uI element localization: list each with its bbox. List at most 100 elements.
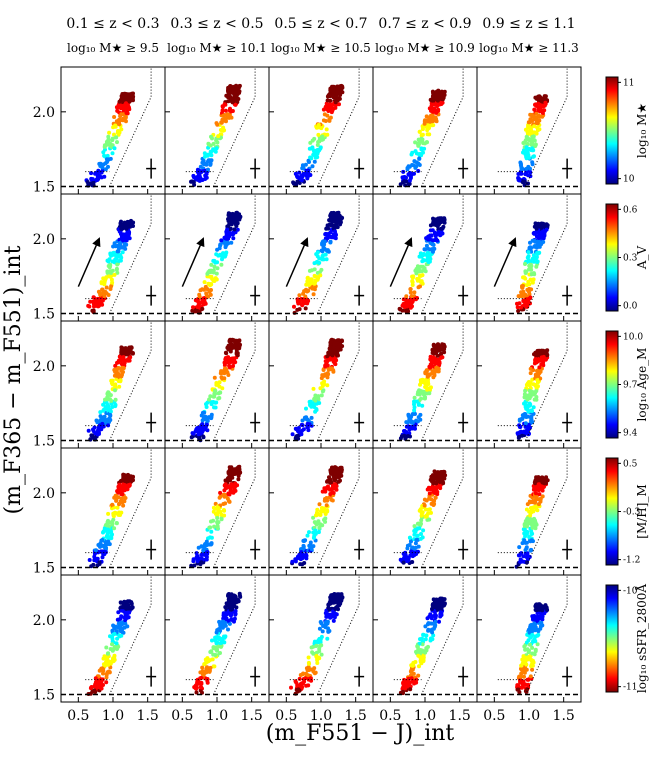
scatter-point [201, 548, 206, 553]
scatter-point [208, 658, 212, 663]
scatter-point [311, 402, 316, 407]
scatter-point [103, 167, 108, 172]
scatter-point [529, 414, 534, 419]
scatter-point [303, 294, 308, 299]
scatter-point [328, 468, 333, 473]
scatter-point [217, 619, 222, 624]
scatter-point [302, 539, 307, 543]
scatter-point [518, 559, 523, 564]
scatter-point [227, 364, 232, 369]
scatter-point [412, 290, 417, 295]
y-tick-label: 2.0 [33, 486, 55, 502]
scatter-point [534, 475, 539, 480]
scatter-point [423, 381, 428, 386]
scatter-point [320, 257, 325, 262]
scatter-point [533, 143, 538, 148]
scatter-point [304, 683, 309, 688]
scatter-point [403, 550, 408, 555]
scatter-point [234, 218, 239, 223]
scatter-point [191, 431, 196, 436]
scatter-point [530, 256, 535, 261]
scatter-point [219, 516, 224, 521]
scatter-point [235, 227, 240, 232]
scatter-point [101, 530, 105, 535]
scatter-point [525, 524, 529, 529]
scatter-point [302, 679, 307, 684]
scatter-point [203, 417, 208, 422]
scatter-point [412, 395, 417, 400]
scatter-point [111, 514, 116, 519]
scatter-point [108, 269, 113, 274]
scatter-point [326, 612, 331, 617]
panel: 1.52.0 [33, 447, 166, 577]
scatter-point [527, 155, 532, 160]
scatter-point [434, 481, 439, 486]
scatter-point [222, 488, 227, 493]
scatter-point [119, 235, 124, 240]
scatter-point [293, 679, 298, 684]
scatter-point [532, 130, 537, 135]
scatter-point [98, 679, 103, 684]
scatter-point [419, 532, 423, 536]
scatter-point [222, 376, 227, 381]
scatter-point [222, 113, 227, 117]
scatter-point [422, 258, 426, 263]
scatter-point [529, 246, 533, 251]
scatter-point [123, 115, 128, 120]
scatter-point [118, 253, 122, 257]
scatter-point [331, 618, 336, 623]
scatter-point [536, 482, 541, 487]
reddening-arrow [493, 237, 517, 287]
scatter-point [525, 287, 530, 292]
scatter-point [534, 497, 539, 502]
scatter-point [102, 414, 107, 419]
scatter-point [92, 684, 97, 689]
scatter-point [119, 614, 124, 619]
scatter-point [114, 624, 119, 629]
scatter-point [117, 122, 122, 127]
scatter-point [535, 251, 540, 255]
scatter-point [119, 361, 124, 366]
scatter-point [226, 499, 231, 504]
scatter-point [290, 559, 295, 564]
column-mass-label: log₁₀ M★ ≥ 10.5 [271, 41, 371, 55]
scatter-point [114, 498, 119, 503]
scatter-point [299, 432, 304, 437]
scatter-point [118, 484, 123, 489]
scatter-point [434, 238, 439, 243]
scatter-point [545, 348, 550, 353]
panel: 1.52.0 [33, 193, 166, 323]
scatter-point [425, 387, 430, 392]
scatter-point [523, 548, 528, 552]
scatter-point [439, 216, 444, 221]
scatter-point [115, 374, 120, 379]
scatter-point [96, 168, 101, 173]
scatter-point [102, 545, 107, 550]
scatter-point [424, 514, 429, 519]
scatter-point [88, 299, 93, 304]
scatter-point [213, 636, 218, 641]
scatter-point [419, 389, 424, 394]
panel-frame [268, 66, 374, 195]
scatter-point [313, 531, 318, 536]
scatter-point [195, 305, 200, 309]
scatter-point [438, 93, 443, 98]
scatter-point [221, 128, 225, 133]
scatter-point [226, 217, 231, 221]
scatter-point [127, 599, 132, 604]
scatter-point [316, 521, 321, 525]
scatter-point [437, 359, 442, 364]
scatter-point [220, 105, 225, 109]
scatter-point [205, 550, 210, 554]
scatter-point [430, 123, 434, 128]
scatter-point [225, 345, 230, 350]
scatter-point [232, 227, 237, 232]
panel-frame [164, 66, 270, 195]
scatter-point [301, 165, 306, 170]
scatter-point [328, 222, 333, 227]
scatter-point [125, 615, 130, 620]
scatter-point [332, 471, 337, 476]
scatter-point [535, 368, 539, 373]
scatter-point [427, 235, 432, 240]
scatter-point [121, 503, 126, 508]
